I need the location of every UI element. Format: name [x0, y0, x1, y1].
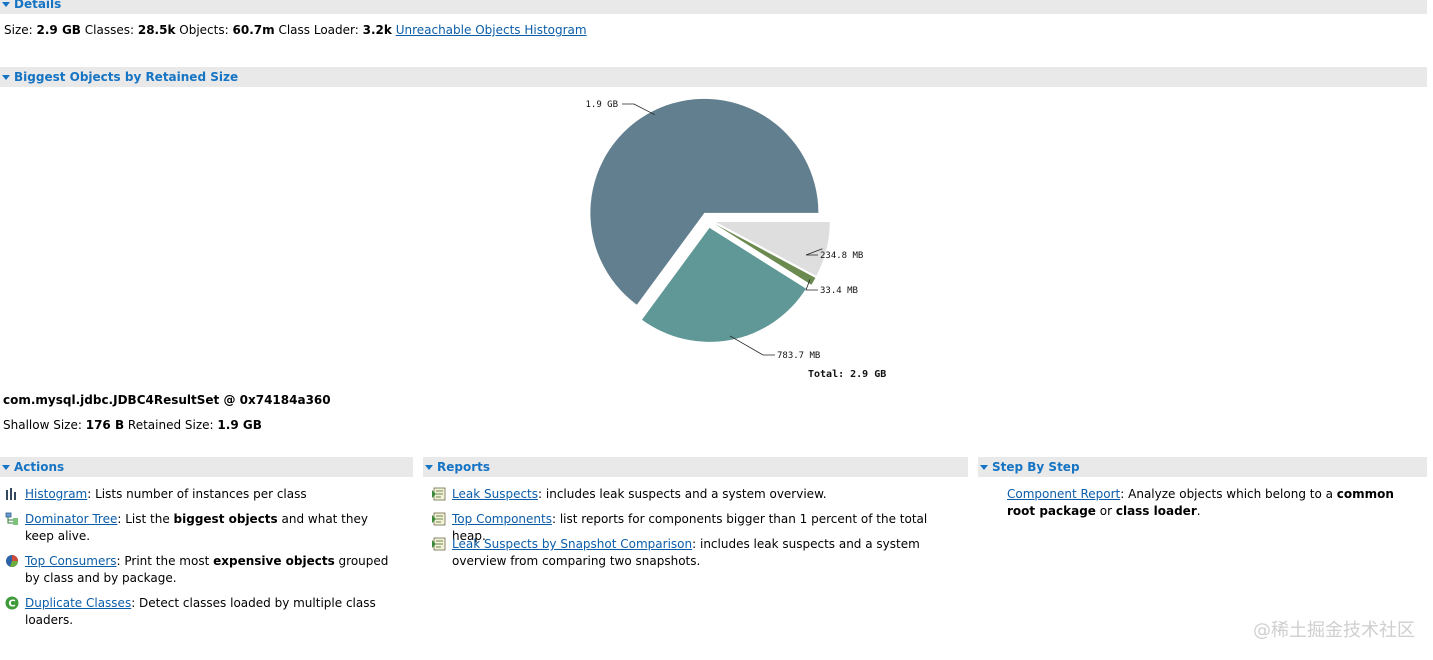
shallow-size-value: 176 B	[85, 418, 125, 432]
unreachable-histogram-link[interactable]: Unreachable Objects Histogram	[395, 23, 587, 37]
report-leak-suspects-comparison: Leak Suspects by Snapshot Comparison: in…	[432, 536, 932, 570]
object-name: com.mysql.jdbc.JDBC4ResultSet @ 0x74184a…	[3, 393, 331, 407]
top-consumers-icon	[6, 555, 18, 567]
pie-leader-line	[622, 103, 655, 116]
details-title: Details	[14, 0, 62, 11]
step-by-step-title: Step By Step	[992, 460, 1080, 474]
collapse-triangle-icon[interactable]	[2, 74, 10, 80]
details-header[interactable]: Details	[0, 0, 1427, 14]
leak-suspects-comparison-link[interactable]: Leak Suspects by Snapshot Comparison	[452, 537, 693, 551]
details-summary: Size: 2.9 GB Classes: 28.5k Objects: 60.…	[4, 23, 587, 37]
size-value: 2.9 GB	[36, 23, 81, 37]
leak-suspects-link[interactable]: Leak Suspects	[452, 487, 539, 501]
collapse-triangle-icon[interactable]	[2, 464, 10, 470]
collapse-triangle-icon[interactable]	[425, 464, 433, 470]
component-report-link[interactable]: Component Report	[1007, 487, 1121, 501]
reports-title: Reports	[437, 460, 491, 474]
retained-size-value: 1.9 GB	[217, 418, 262, 432]
step-by-step-header[interactable]: Step By Step	[978, 457, 1427, 477]
pie-slice-label: 783.7 MB	[777, 351, 820, 361]
watermark: @稀土掘金技术社区	[1253, 620, 1415, 641]
pie-leader-line	[729, 335, 775, 356]
object-sizes: Shallow Size: 176 B Retained Size: 1.9 G…	[3, 418, 262, 432]
pie-leader-line	[805, 248, 823, 256]
report-leak-suspects: Leak Suspects: includes leak suspects an…	[432, 486, 962, 503]
top-components-link[interactable]: Top Components	[452, 512, 552, 526]
duplicate-classes-icon: C	[5, 596, 19, 610]
collapse-triangle-icon[interactable]	[2, 1, 10, 7]
actions-title: Actions	[14, 460, 65, 474]
histogram-link[interactable]: Histogram	[25, 487, 88, 501]
pie-slice[interactable]	[641, 227, 806, 342]
top-consumers-link[interactable]: Top Consumers	[25, 554, 117, 568]
pie-slice-label: 1.9 GB	[585, 100, 618, 110]
action-top-consumers: Top Consumers: Print the most expensive …	[5, 553, 400, 587]
action-histogram: Histogram: Lists number of instances per…	[5, 486, 400, 503]
action-dominator-tree: Dominator Tree: List the biggest objects…	[5, 511, 400, 545]
pie-slice[interactable]	[715, 221, 830, 276]
pie-slice-label: 234.8 MB	[820, 251, 863, 261]
pie-slice-label: 33.4 MB	[820, 286, 858, 296]
report-icon	[432, 537, 446, 551]
pie-slice[interactable]	[714, 224, 816, 285]
svg-text:C: C	[8, 599, 15, 610]
dominator-tree-link[interactable]: Dominator Tree	[25, 512, 118, 526]
collapse-triangle-icon[interactable]	[980, 464, 988, 470]
pie-slice[interactable]	[590, 98, 819, 305]
objects-value: 60.7m	[232, 23, 275, 37]
pie-total-label: Total: 2.9 GB	[808, 369, 886, 380]
classes-value: 28.5k	[137, 23, 176, 37]
class-loader-value: 3.2k	[362, 23, 392, 37]
duplicate-classes-link[interactable]: Duplicate Classes	[25, 596, 132, 610]
histogram-icon	[6, 488, 16, 500]
actions-header[interactable]: Actions	[0, 457, 413, 477]
reports-header[interactable]: Reports	[423, 457, 968, 477]
pie-leader-line	[805, 279, 818, 291]
report-top-components: Top Components: list reports for compone…	[432, 511, 962, 545]
dominator-tree-icon	[5, 512, 18, 525]
report-icon	[432, 487, 446, 501]
biggest-objects-header[interactable]: Biggest Objects by Retained Size	[0, 67, 1427, 87]
step-component-report: Component Report: Analyze objects which …	[1007, 487, 1394, 518]
retained-size-pie-chart[interactable]: 1.9 GB 783.7 MB 33.4 MB 234.8 MB Total: 2.9 …	[560, 92, 940, 384]
action-duplicate-classes: C Duplicate Classes: Detect classes load…	[5, 595, 400, 629]
report-icon	[432, 512, 446, 526]
biggest-objects-title: Biggest Objects by Retained Size	[14, 70, 239, 84]
